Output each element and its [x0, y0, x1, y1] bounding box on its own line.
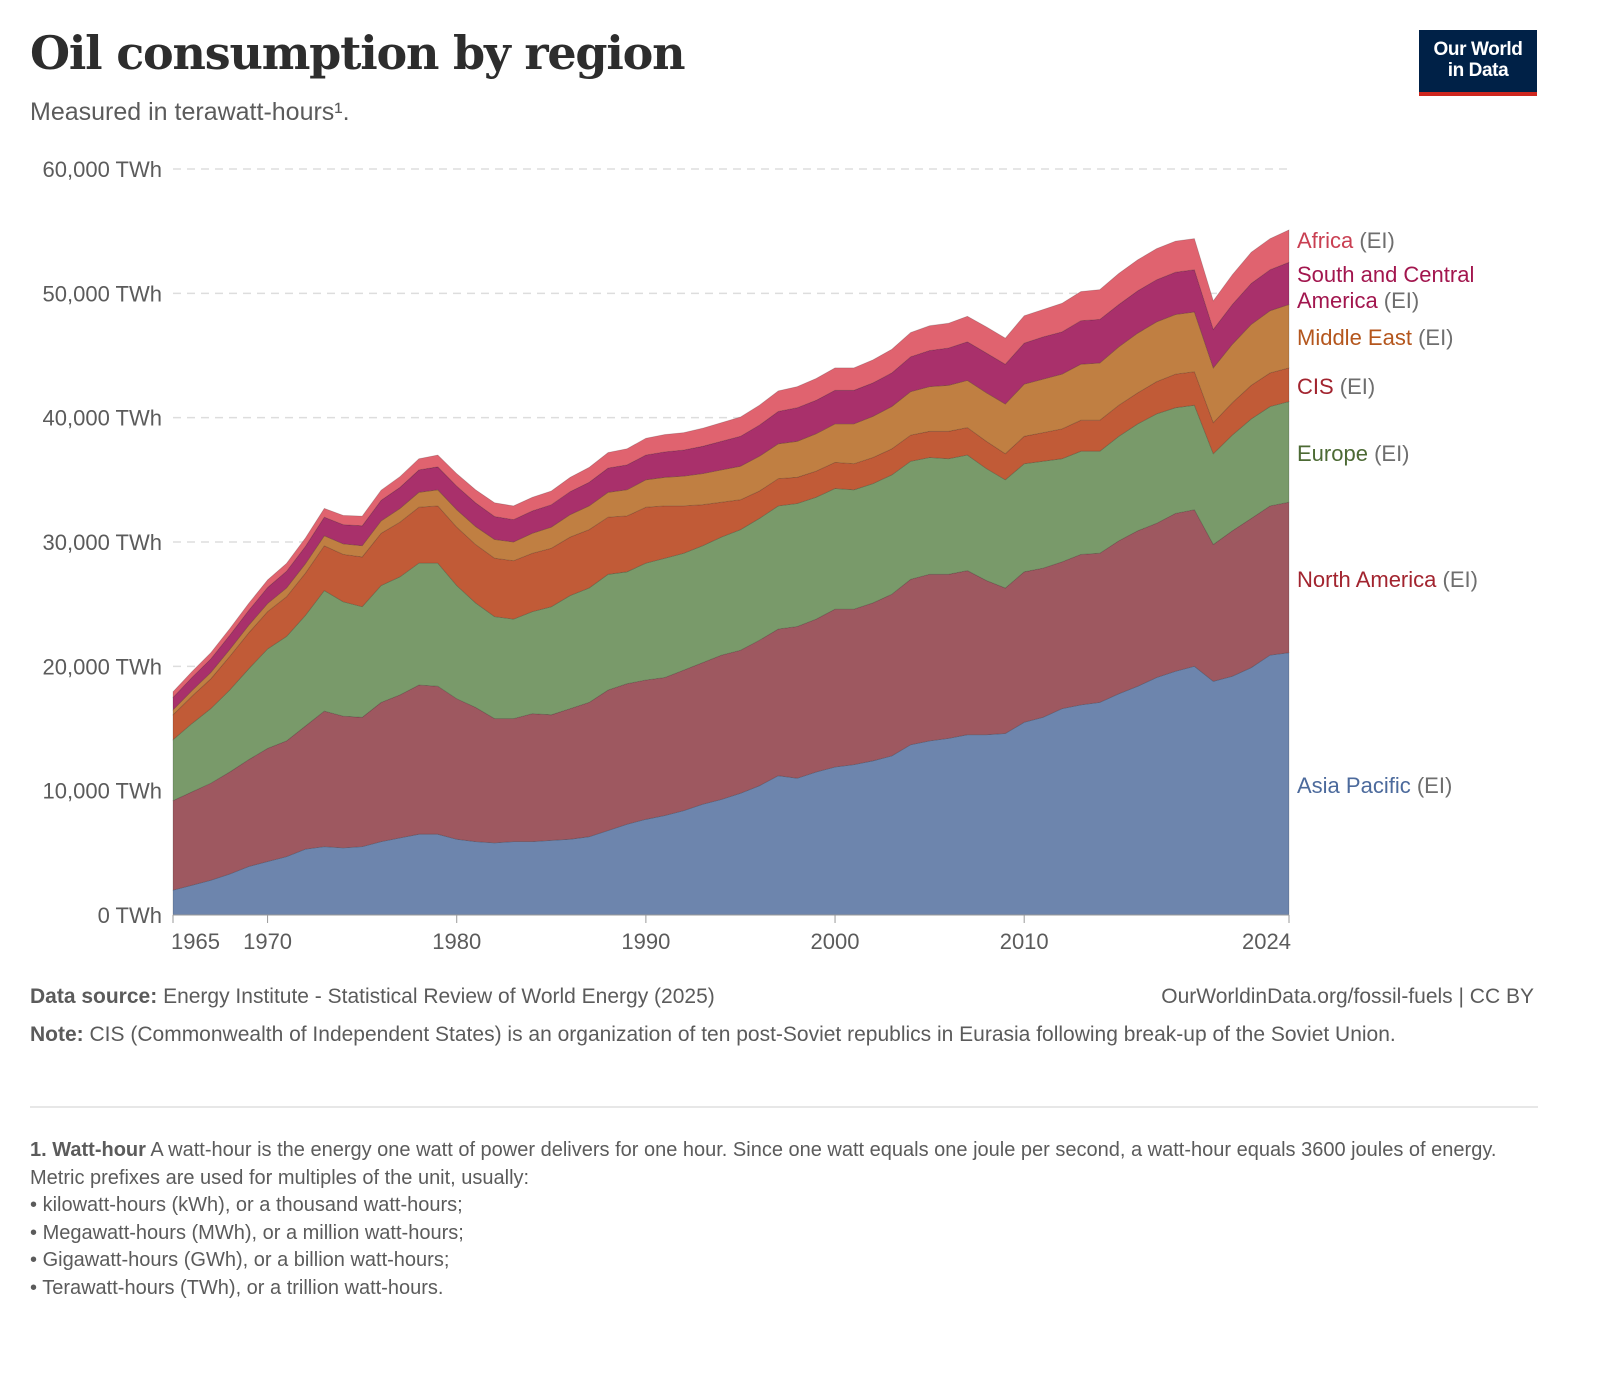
footnote-item: kilowatt-hours (kWh), or a thousand watt…: [30, 1192, 1500, 1220]
chart-note: Note: CIS (Commonwealth of Independent S…: [30, 1021, 1510, 1049]
series-labels: Asia Pacific (EI) North America (EI) Europ…: [1297, 228, 1478, 798]
x-tick-label: 2000: [811, 929, 860, 954]
footnote-text: A watt-hour is the energy one watt of po…: [150, 1139, 1497, 1161]
footnote-label: 1. Watt-hour: [30, 1139, 146, 1161]
x-tick-label: 1970: [243, 929, 292, 954]
x-tick-label: 1980: [432, 929, 481, 954]
y-tick-label: 10,000 TWh: [43, 779, 162, 804]
logo-line-1: Our World: [1433, 39, 1523, 60]
footnote-list: kilowatt-hours (kWh), or a thousand watt…: [30, 1192, 1500, 1302]
footnote-item: Megawatt-hours (MWh), or a million watt-…: [30, 1220, 1500, 1248]
footnote-item: Gigawatt-hours (GWh), or a billion watt-…: [30, 1247, 1500, 1275]
series-label-asia-pacific[interactable]: Asia Pacific (EI): [1297, 773, 1452, 798]
series-label-north-america[interactable]: North America (EI): [1297, 567, 1478, 592]
series-label-cis[interactable]: CIS (EI): [1297, 374, 1375, 399]
footnote-definition: 1. Watt-hour A watt-hour is the energy o…: [30, 1137, 1500, 1165]
footnote: 1. Watt-hour A watt-hour is the energy o…: [30, 1137, 1500, 1302]
note-label: Note:: [30, 1023, 84, 1046]
data-source-label: Data source:: [30, 985, 158, 1008]
y-tick-label: 0 TWh: [98, 903, 162, 928]
series-label-south-and-central-america[interactable]: South and Central: [1297, 262, 1474, 287]
y-tick-label: 50,000 TWh: [43, 281, 162, 306]
area-africa[interactable]: [172, 229, 1290, 699]
footnote-intro: Metric prefixes are used for multiples o…: [30, 1166, 530, 1189]
series-label-europe[interactable]: Europe (EI): [1297, 441, 1410, 466]
series-label-south-and-central-america[interactable]: America (EI): [1297, 288, 1419, 313]
owid-logo[interactable]: Our World in Data: [1419, 30, 1537, 96]
stacked-area-chart: 0 TWh 10,000 TWh 20,000 TWh 30,000 TWh 40,00…: [43, 157, 1478, 954]
y-tick-label: 30,000 TWh: [43, 530, 162, 555]
data-source: Data source: Energy Institute - Statisti…: [30, 985, 715, 1009]
x-tick-label: 1990: [621, 929, 670, 954]
series-label-middle-east[interactable]: Middle East (EI): [1297, 325, 1454, 350]
y-tick-label: 40,000 TWh: [43, 406, 162, 431]
data-source-text[interactable]: Energy Institute - Statistical Review of…: [163, 985, 715, 1008]
logo-line-2: in Data: [1447, 60, 1509, 81]
footnote-item: Terawatt-hours (TWh), or a trillion watt…: [30, 1275, 1500, 1303]
y-tick-label: 60,000 TWh: [43, 157, 162, 182]
x-tick-label: 1965: [171, 929, 220, 954]
footer-divider: [30, 1106, 1538, 1108]
chart-title: Oil consumption by region: [30, 26, 686, 80]
x-axis: 1965 1970 1980 1990 2000 2010 2024: [171, 914, 1291, 954]
x-tick-label: 2024: [1242, 929, 1291, 954]
y-axis-tick-labels: 0 TWh 10,000 TWh 20,000 TWh 30,000 TWh 40,00…: [43, 157, 162, 928]
area-series: [172, 229, 1290, 916]
chart-subtitle: Measured in terawatt-hours¹.: [30, 98, 350, 126]
series-label-africa[interactable]: Africa (EI): [1297, 228, 1395, 253]
y-tick-label: 20,000 TWh: [43, 654, 162, 679]
note-text: CIS (Commonwealth of Independent States)…: [89, 1023, 1396, 1046]
x-tick-label: 2010: [1000, 929, 1049, 954]
source-url-license[interactable]: OurWorldinData.org/fossil-fuels | CC BY: [1161, 985, 1534, 1008]
